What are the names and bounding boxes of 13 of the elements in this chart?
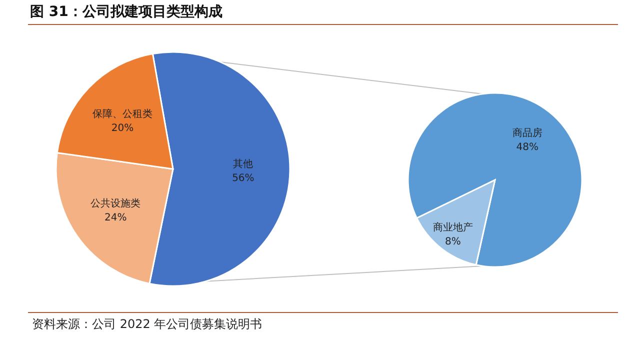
data-label: 56%: [232, 172, 254, 184]
chart-title: 图 31：公司拟建项目类型构成: [30, 3, 222, 21]
slice-label: 保障、公租类: [92, 108, 152, 120]
text: 资料来源：公司 2022 年公司债募集说明书: [32, 316, 262, 333]
slice-label: 商品房: [512, 127, 542, 140]
slice-label: 商业地产: [432, 221, 473, 234]
slice-label: 其他: [233, 158, 254, 170]
data-label: 24%: [104, 212, 127, 224]
pie-slice: [407, 92, 583, 268]
slice-label: 公共设施类: [90, 197, 141, 210]
data-label: 20%: [111, 123, 134, 134]
data-label: 8%: [445, 236, 461, 248]
data-label: 48%: [516, 142, 538, 154]
